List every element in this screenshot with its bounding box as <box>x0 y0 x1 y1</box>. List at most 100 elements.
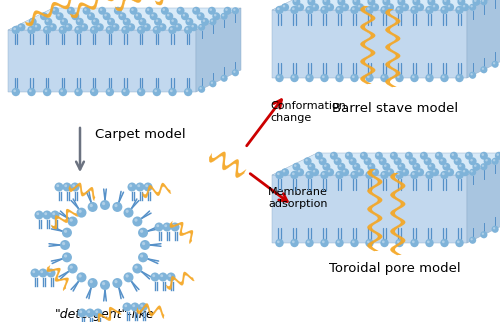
Polygon shape <box>115 0 170 11</box>
Circle shape <box>322 173 324 175</box>
Circle shape <box>410 159 413 161</box>
Circle shape <box>371 3 379 11</box>
Circle shape <box>294 0 296 2</box>
Polygon shape <box>467 153 500 243</box>
Polygon shape <box>390 173 406 255</box>
Circle shape <box>277 7 280 10</box>
Circle shape <box>168 26 176 34</box>
Circle shape <box>138 252 148 262</box>
Circle shape <box>440 171 448 179</box>
Circle shape <box>366 74 374 82</box>
Circle shape <box>29 27 32 30</box>
Circle shape <box>170 90 172 92</box>
Circle shape <box>82 7 90 15</box>
Circle shape <box>12 88 20 96</box>
Circle shape <box>372 5 376 7</box>
Circle shape <box>161 7 169 15</box>
Circle shape <box>176 7 184 15</box>
Circle shape <box>384 0 386 2</box>
Circle shape <box>397 7 400 10</box>
Circle shape <box>311 168 319 176</box>
Text: Membrane
adsorption: Membrane adsorption <box>268 187 328 209</box>
Circle shape <box>470 73 473 75</box>
Circle shape <box>348 157 356 165</box>
Circle shape <box>322 0 330 6</box>
Circle shape <box>465 152 473 160</box>
Circle shape <box>290 6 298 14</box>
Circle shape <box>315 152 323 160</box>
Circle shape <box>322 75 324 78</box>
Circle shape <box>44 18 52 26</box>
Circle shape <box>397 173 400 175</box>
Circle shape <box>375 152 383 160</box>
Circle shape <box>147 8 150 11</box>
Circle shape <box>88 202 98 212</box>
Circle shape <box>194 8 196 11</box>
Circle shape <box>338 163 345 171</box>
Circle shape <box>308 0 316 6</box>
Polygon shape <box>136 303 164 318</box>
Circle shape <box>480 66 488 73</box>
Circle shape <box>107 18 115 26</box>
Circle shape <box>493 159 496 161</box>
Circle shape <box>138 302 147 311</box>
Circle shape <box>277 241 280 243</box>
Circle shape <box>412 241 414 243</box>
Circle shape <box>19 25 22 27</box>
Circle shape <box>222 14 224 16</box>
Circle shape <box>58 88 67 96</box>
Circle shape <box>330 152 338 160</box>
Polygon shape <box>368 169 382 251</box>
Circle shape <box>232 69 239 76</box>
Circle shape <box>466 153 469 156</box>
Circle shape <box>76 90 78 92</box>
Circle shape <box>474 0 476 2</box>
Circle shape <box>210 20 213 22</box>
Circle shape <box>154 27 157 30</box>
Circle shape <box>192 7 200 15</box>
Circle shape <box>102 282 105 285</box>
Circle shape <box>469 169 476 176</box>
Circle shape <box>54 183 64 192</box>
Circle shape <box>190 23 198 31</box>
Circle shape <box>399 164 402 167</box>
Circle shape <box>276 6 283 14</box>
Circle shape <box>187 19 190 22</box>
Circle shape <box>162 223 172 232</box>
Circle shape <box>132 263 142 273</box>
Circle shape <box>457 7 460 10</box>
Circle shape <box>320 159 323 161</box>
Circle shape <box>485 159 488 161</box>
Circle shape <box>427 241 430 243</box>
Circle shape <box>382 0 390 6</box>
Circle shape <box>124 304 127 307</box>
Circle shape <box>112 23 120 31</box>
Circle shape <box>306 239 314 247</box>
Circle shape <box>401 3 409 11</box>
Circle shape <box>151 14 154 16</box>
Circle shape <box>62 228 72 238</box>
Circle shape <box>166 12 173 20</box>
Circle shape <box>382 173 384 175</box>
Circle shape <box>156 19 158 22</box>
Circle shape <box>496 153 499 156</box>
Circle shape <box>309 164 312 167</box>
Circle shape <box>416 168 424 176</box>
Circle shape <box>220 75 228 82</box>
Circle shape <box>307 7 310 10</box>
Circle shape <box>152 274 155 277</box>
Circle shape <box>350 171 358 179</box>
Circle shape <box>146 184 148 187</box>
Circle shape <box>352 0 360 6</box>
Circle shape <box>418 5 420 7</box>
Circle shape <box>30 269 40 278</box>
Circle shape <box>482 68 484 70</box>
Circle shape <box>102 12 110 20</box>
Circle shape <box>164 224 167 227</box>
Circle shape <box>322 163 330 171</box>
Circle shape <box>136 14 138 16</box>
Circle shape <box>364 157 372 165</box>
Circle shape <box>90 204 93 207</box>
Circle shape <box>14 27 16 30</box>
Circle shape <box>368 0 376 6</box>
